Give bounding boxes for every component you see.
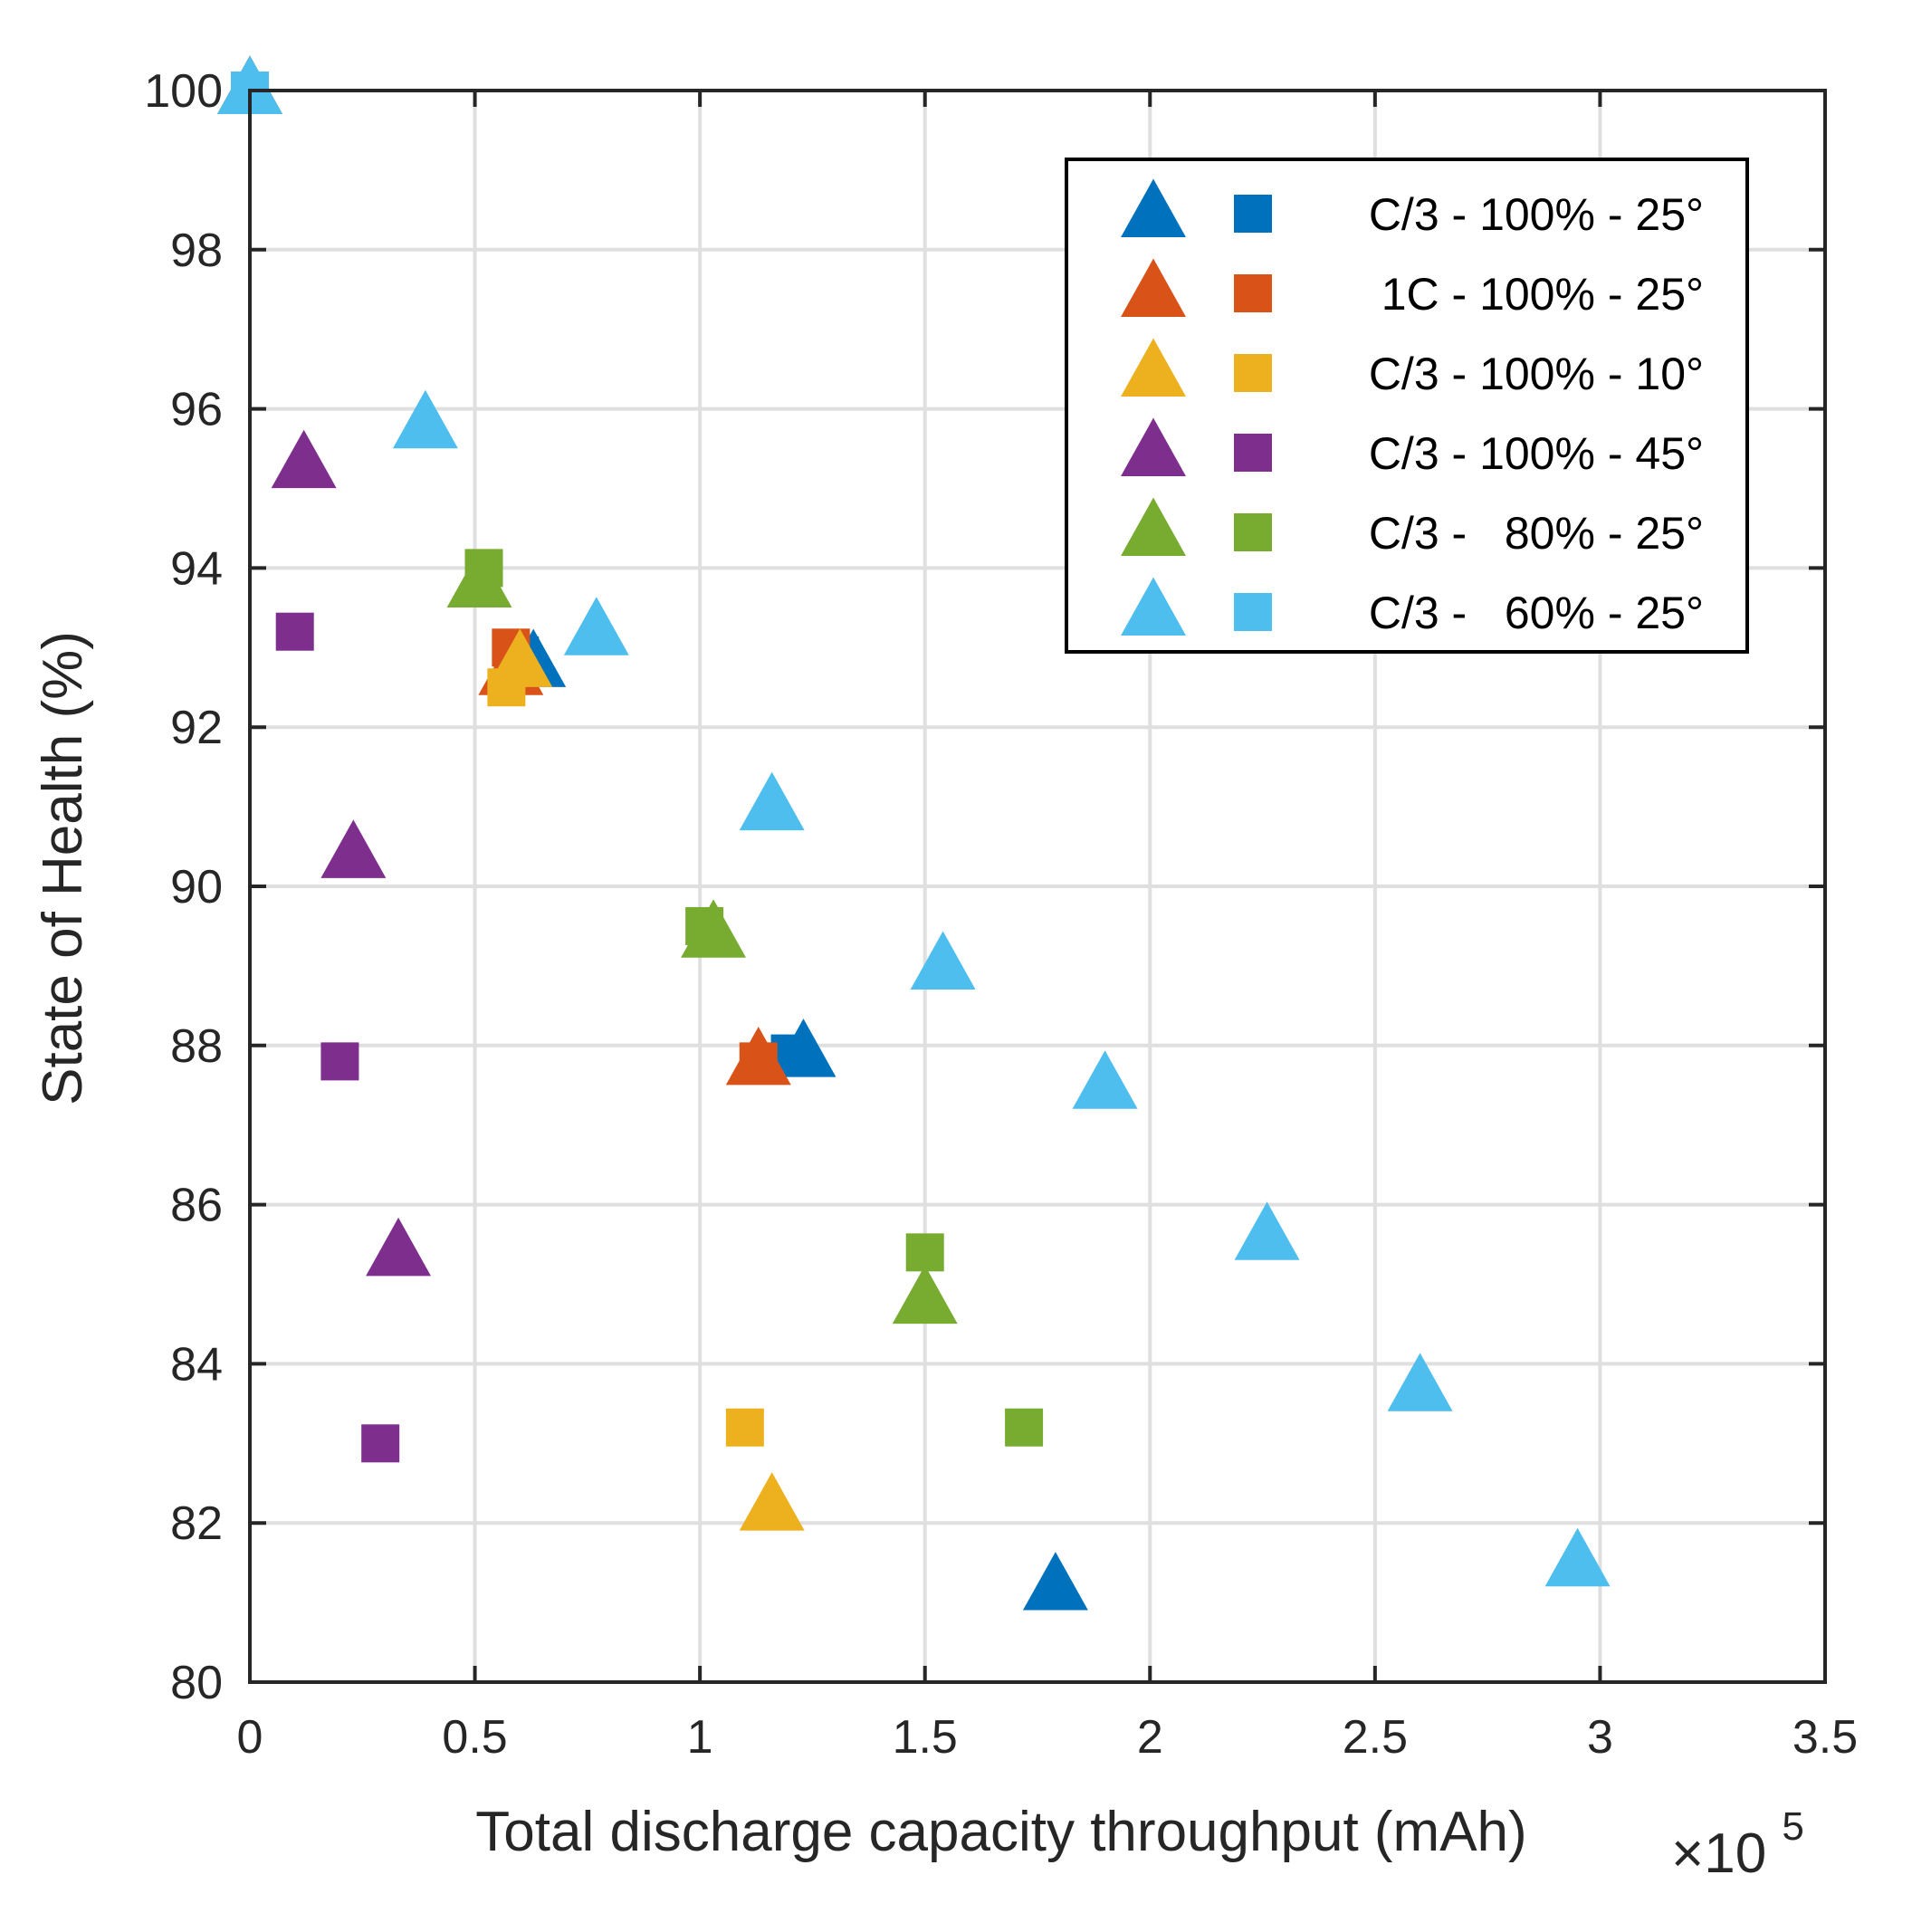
legend-marker-triangle bbox=[1121, 258, 1186, 318]
data-point-triangle bbox=[1387, 1353, 1453, 1411]
x-tick-label: 3.5 bbox=[1792, 1711, 1858, 1764]
data-point-triangle bbox=[271, 429, 337, 489]
y-tick-label: 96 bbox=[170, 384, 223, 436]
legend-marker-triangle bbox=[1121, 338, 1186, 397]
series-group bbox=[217, 55, 1611, 1587]
y-tick-label: 88 bbox=[170, 1020, 223, 1073]
x-tick-label: 0.5 bbox=[442, 1711, 507, 1764]
y-tick-label: 80 bbox=[170, 1657, 223, 1709]
x-axis-exponent: ×10 5 bbox=[1671, 1804, 1804, 1885]
data-point-triangle bbox=[1022, 1552, 1088, 1611]
data-point-triangle bbox=[563, 597, 629, 655]
y-tick-label: 86 bbox=[170, 1180, 223, 1232]
y-tick-label: 90 bbox=[170, 861, 223, 913]
data-point-triangle bbox=[1544, 1527, 1611, 1587]
legend-marker-square bbox=[1234, 195, 1272, 233]
legend-entry-label: 1C - 100% - 25° bbox=[1369, 269, 1704, 320]
legend-entry-label: C/3 - 80% - 25° bbox=[1369, 508, 1704, 559]
legend-marker-triangle bbox=[1121, 577, 1186, 636]
y-tick-label: 100 bbox=[144, 65, 223, 118]
x-axis-exponent-power: 5 bbox=[1782, 1804, 1803, 1849]
x-axis-label: Total discharge capacity throughput (mAh… bbox=[475, 1801, 1526, 1863]
x-tick-label: 2.5 bbox=[1343, 1711, 1408, 1764]
x-tick-label: 3 bbox=[1587, 1711, 1613, 1764]
legend-marker-square bbox=[1234, 593, 1272, 631]
data-point-square bbox=[725, 1408, 764, 1447]
data-point-triangle bbox=[217, 55, 282, 115]
data-point-square bbox=[275, 612, 314, 651]
y-tick-label: 84 bbox=[170, 1338, 223, 1391]
data-point-triangle bbox=[725, 1026, 791, 1086]
y-tick-label: 98 bbox=[170, 225, 223, 277]
data-point-triangle bbox=[487, 628, 553, 687]
data-point-triangle bbox=[1234, 1201, 1300, 1260]
data-point-triangle bbox=[681, 899, 747, 958]
legend-marker-triangle bbox=[1121, 178, 1186, 238]
legend-marker-square bbox=[1234, 434, 1272, 472]
data-point-square bbox=[361, 1424, 400, 1463]
data-point-triangle bbox=[770, 1019, 836, 1077]
y-tick-label: 92 bbox=[170, 702, 223, 754]
legend-box bbox=[1065, 158, 1749, 654]
data-point-triangle bbox=[739, 771, 805, 831]
x-axis-exponent-base: ×10 bbox=[1671, 1822, 1766, 1885]
series-group bbox=[217, 55, 1044, 1447]
data-point-square bbox=[320, 1042, 359, 1081]
series-group bbox=[217, 55, 805, 1531]
data-point-triangle bbox=[1072, 1050, 1138, 1109]
legend-entry-label: C/3 - 100% - 25° bbox=[1369, 189, 1704, 240]
legend-entry-label: C/3 - 100% - 10° bbox=[1369, 349, 1704, 399]
x-tick-label: 1.5 bbox=[893, 1711, 958, 1764]
x-tick-label: 1 bbox=[687, 1711, 713, 1764]
legend-entry-label: C/3 - 60% - 25° bbox=[1369, 588, 1704, 638]
legend-marker-square bbox=[1234, 513, 1272, 551]
data-point-triangle bbox=[366, 1217, 432, 1277]
data-point-triangle bbox=[892, 1265, 958, 1325]
legend: C/3 - 100% - 25° 1C - 100% - 25° C/3 - 10… bbox=[1065, 158, 1749, 654]
data-point-triangle bbox=[392, 389, 458, 449]
legend-marker-triangle bbox=[1121, 417, 1186, 477]
data-point-square bbox=[1005, 1408, 1044, 1447]
legend-entry-label: C/3 - 100% - 45° bbox=[1369, 428, 1704, 479]
data-point-triangle bbox=[446, 549, 512, 608]
data-point-square bbox=[905, 1233, 944, 1272]
y-tick-label: 94 bbox=[170, 542, 223, 595]
x-tick-label: 0 bbox=[237, 1711, 263, 1764]
data-point-triangle bbox=[910, 931, 976, 990]
legend-marker-square bbox=[1234, 274, 1272, 312]
ticks-layer: 0 0.5 1 1.5 2 2.5 3 3.5 80 82 84 86 88 90 92 94 96 98 100 bbox=[144, 65, 1858, 1764]
legend-marker-square bbox=[1234, 354, 1272, 392]
y-axis-label: State of Health (%) bbox=[32, 631, 94, 1105]
data-point-triangle bbox=[320, 819, 387, 878]
data-point-triangle bbox=[739, 1472, 805, 1531]
y-tick-label: 82 bbox=[170, 1497, 223, 1550]
legend-marker-triangle bbox=[1121, 497, 1186, 557]
x-tick-label: 2 bbox=[1137, 1711, 1163, 1764]
